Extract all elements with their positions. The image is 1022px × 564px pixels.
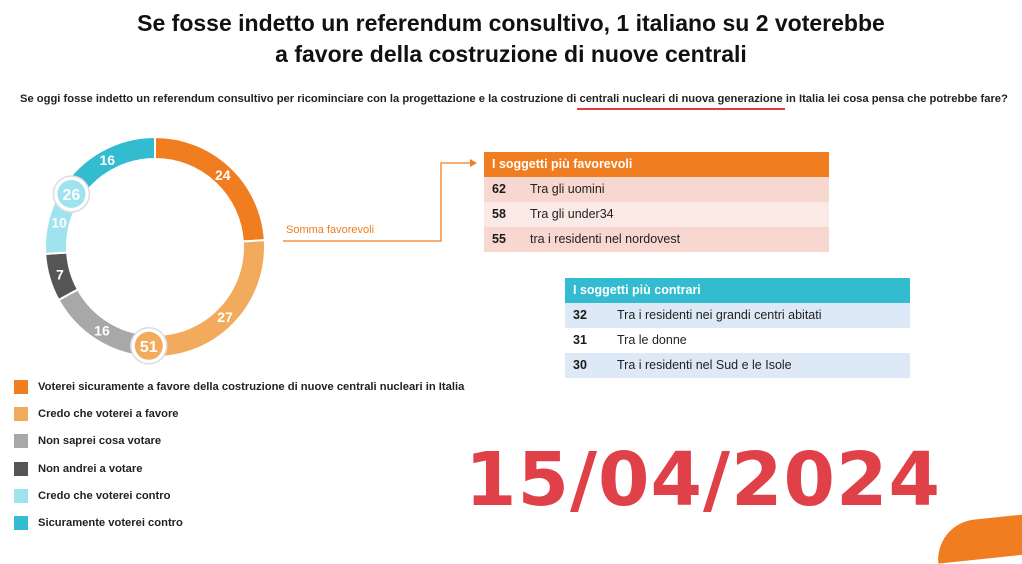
row-value: 32 [573, 308, 587, 322]
donut-chart: 24 27 16 7 10 16 51 26 [44, 135, 266, 365]
date-stamp: 15/04/2024 [465, 437, 941, 523]
slice-value-label: 16 [94, 323, 110, 339]
chart-title: Se fosse indetto un referendum consultiv… [0, 8, 1022, 70]
legend-item: Credo che voterei a favore [14, 400, 464, 427]
legend-item: Non saprei cosa votare [14, 428, 464, 455]
row-label: tra i residenti nel nordovest [530, 232, 681, 246]
somma-favorevoli-label: Somma favorevoli [286, 224, 375, 236]
title-line-2: a favore della costruzione di nuove cent… [275, 41, 747, 67]
row-value: 58 [492, 207, 506, 221]
legend-label: Credo che voterei a favore [38, 407, 179, 420]
donut-slice [154, 135, 266, 243]
table-row: 30 Tra i residenti nel Sud e le Isole [565, 353, 910, 378]
row-label: Tra le donne [617, 333, 687, 347]
table-row: 55 tra i residenti nel nordovest [484, 227, 829, 252]
legend-label: Non saprei cosa votare [38, 435, 162, 448]
total-badge-value: 26 [63, 187, 81, 204]
table-row: 58 Tra gli under34 [484, 202, 829, 227]
legend-label: Sicuramente voterei contro [38, 517, 183, 530]
row-value: 31 [573, 333, 587, 347]
legend-label: Non andrei a votare [38, 462, 143, 475]
most-opposed-panel: I soggetti più contrari 32 Tra i residen… [565, 278, 910, 378]
slice-value-label: 10 [51, 214, 67, 230]
table-row: 32 Tra i residenti nei grandi centri abi… [565, 303, 910, 328]
legend-item: Sicuramente voterei contro [14, 509, 464, 536]
legend-swatch [14, 434, 28, 449]
total-badge [134, 331, 163, 360]
chart-legend: Voterei sicuramente a favore della costr… [14, 373, 464, 537]
row-label: Tra i residenti nel Sud e le Isole [617, 358, 792, 372]
survey-question: Se oggi fosse indetto un referendum cons… [20, 93, 1020, 105]
slice-value-label: 27 [217, 309, 233, 325]
total-badge [57, 179, 86, 208]
most-favorable-header: I soggetti più favorevoli [484, 152, 829, 177]
row-value: 30 [573, 358, 587, 372]
question-text-after: in Italia lei cosa pensa che potrebbe fa… [782, 93, 1008, 105]
connector-arrowhead [470, 159, 477, 167]
row-value: 55 [492, 232, 506, 246]
legend-item: Non andrei a votare [14, 455, 464, 482]
legend-swatch [14, 461, 28, 476]
slice-value-label: 7 [56, 267, 64, 283]
row-label: Tra gli under34 [530, 207, 614, 221]
legend-swatch [14, 406, 28, 421]
question-text-before: Se oggi fosse indetto un referendum cons… [20, 93, 580, 105]
legend-item: Voterei sicuramente a favore della costr… [14, 373, 464, 400]
decorative-corner-shape [934, 512, 1022, 564]
slice-value-label: 24 [215, 167, 231, 183]
row-label: Tra i residenti nei grandi centri abitat… [617, 308, 822, 322]
row-value: 62 [492, 182, 506, 196]
table-row: 31 Tra le donne [565, 328, 910, 353]
legend-swatch [14, 379, 28, 394]
legend-label: Voterei sicuramente a favore della costr… [38, 380, 465, 393]
slice-value-label: 16 [100, 152, 116, 168]
most-favorable-panel: I soggetti più favorevoli 62 Tra gli uom… [484, 152, 829, 252]
table-row: 62 Tra gli uomini [484, 177, 829, 202]
legend-swatch [14, 516, 28, 531]
most-opposed-header: I soggetti più contrari [565, 278, 910, 303]
title-line-1: Se fosse indetto un referendum consultiv… [137, 10, 885, 36]
legend-item: Credo che voterei contro [14, 482, 464, 509]
question-highlight: centrali nucleari di nuova generazione [579, 93, 783, 105]
total-badge-value: 51 [140, 339, 158, 356]
row-label: Tra gli uomini [530, 182, 605, 196]
legend-swatch [14, 488, 28, 503]
legend-label: Credo che voterei contro [38, 489, 171, 502]
